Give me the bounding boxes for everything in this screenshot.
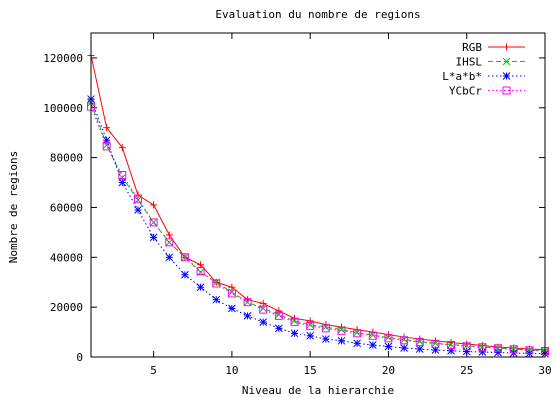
data-point (321, 324, 330, 333)
data-point (196, 283, 205, 292)
x-tick-label: 20 (382, 364, 395, 377)
y-axis-label: Nombre de regions (7, 151, 20, 264)
data-point (103, 124, 111, 132)
legend-marker (502, 57, 511, 66)
data-point (462, 341, 471, 350)
data-point (447, 341, 456, 350)
data-point (165, 231, 173, 239)
data-point (180, 253, 189, 262)
x-tick-label: 5 (150, 364, 157, 377)
data-point (181, 270, 189, 279)
x-axis-label: Niveau de la hierarchie (242, 384, 394, 397)
data-point (243, 312, 252, 320)
data-point (447, 340, 455, 349)
data-point (306, 321, 315, 330)
y-tick-label: 120000 (43, 52, 83, 65)
data-point (102, 142, 111, 151)
legend-marker (503, 43, 510, 51)
data-point (431, 339, 440, 348)
data-point (368, 331, 377, 340)
legend-marker (502, 72, 511, 80)
data-point (133, 194, 142, 203)
data-point (290, 318, 299, 327)
data-point (337, 326, 346, 335)
data-point (227, 289, 236, 298)
data-point (368, 341, 377, 349)
y-tick-label: 100000 (43, 102, 83, 115)
data-point (400, 344, 408, 352)
data-point (259, 305, 268, 314)
data-point (149, 233, 158, 242)
y-tick-label: 80000 (50, 152, 83, 165)
data-point (353, 329, 362, 338)
data-point (243, 298, 252, 307)
data-point (337, 336, 346, 345)
legend-label: YCbCr (449, 85, 482, 98)
series-line-l-a-b- (90, 98, 546, 355)
data-point (353, 339, 361, 348)
data-point (478, 343, 487, 352)
data-point (149, 218, 158, 227)
data-point (415, 338, 424, 347)
x-tick-label: 10 (225, 364, 238, 377)
data-point (274, 311, 283, 320)
data-point (494, 344, 503, 353)
data-point (478, 348, 487, 356)
data-point (134, 206, 142, 214)
data-point (150, 201, 158, 209)
data-point (478, 342, 486, 350)
data-point (118, 171, 127, 180)
data-point (384, 342, 393, 351)
y-tick-label: 60000 (50, 201, 83, 214)
series-line-ycbcr (90, 106, 546, 352)
data-point (415, 345, 424, 353)
data-point (525, 346, 534, 355)
axes: 0 20000 40000 60000 80000 100000 120000 5 10 15 20… (43, 33, 552, 377)
legend-marker (502, 86, 511, 95)
y-tick-label: 20000 (50, 301, 83, 314)
x-tick-label: 25 (460, 364, 473, 377)
data-point (306, 331, 315, 340)
data-point (165, 253, 174, 262)
data-point (118, 178, 127, 187)
data-point (494, 348, 502, 357)
data-point (181, 253, 189, 262)
data-point (259, 318, 268, 326)
legend-label: RGB (462, 41, 482, 54)
legend-label: IHSL (456, 56, 483, 69)
legend-label: L*a*b* (442, 70, 482, 83)
data-point (118, 144, 126, 152)
chart-title: Evaluation du nombre de regions (215, 8, 420, 21)
data-point (415, 337, 424, 346)
data-point (431, 339, 440, 348)
data-point (212, 279, 221, 288)
data-point (321, 335, 330, 343)
data-point (275, 324, 283, 333)
data-point (306, 317, 314, 325)
plot-frame (90, 32, 546, 358)
x-tick-label: 30 (538, 364, 551, 377)
data-point (462, 342, 471, 351)
data-point (509, 345, 518, 354)
data-point (400, 336, 409, 345)
series-line-rgb (90, 55, 546, 351)
data-point (165, 238, 174, 247)
data-point (275, 307, 283, 315)
data-point (228, 304, 236, 313)
y-tick-label: 40000 (50, 251, 83, 264)
data-point (290, 329, 299, 338)
data-point (212, 295, 221, 304)
x-tick-label: 15 (304, 364, 317, 377)
plot-area (87, 51, 549, 358)
data-point (462, 347, 471, 356)
data-point (196, 267, 205, 276)
data-point (384, 334, 393, 343)
y-tick-label: 0 (76, 351, 83, 364)
series-line-ihsl (90, 102, 546, 352)
